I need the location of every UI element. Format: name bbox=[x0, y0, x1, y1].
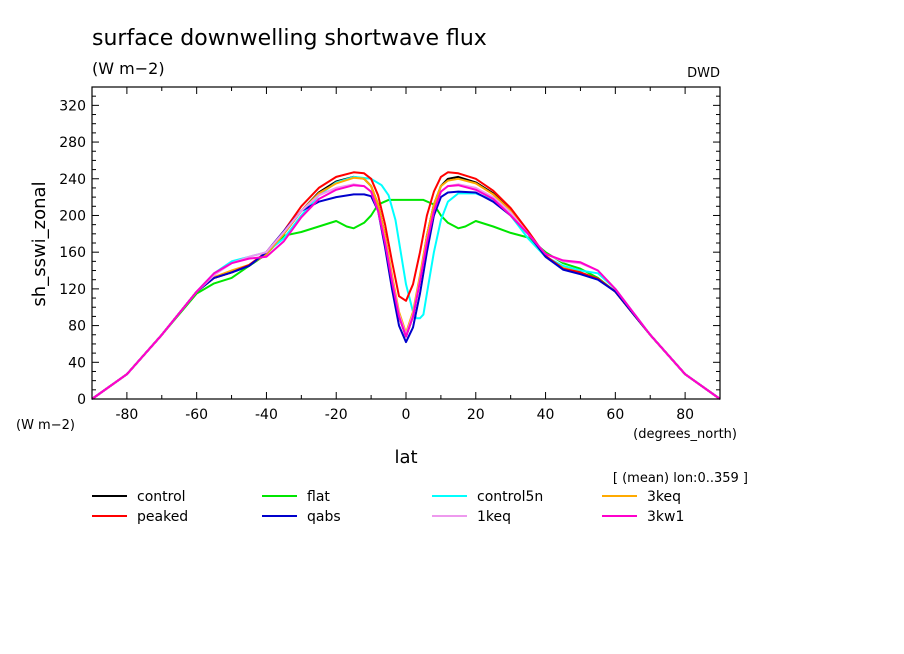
y-tick-label: 240 bbox=[59, 172, 86, 188]
y-tick-label: 80 bbox=[68, 319, 86, 335]
x-tick-label: 80 bbox=[676, 407, 694, 423]
x-tick-label: 60 bbox=[606, 407, 624, 423]
plot-frame bbox=[91, 86, 721, 400]
y-axis-units: (W m−2) bbox=[16, 418, 75, 433]
legend-label-flat: flat bbox=[307, 489, 330, 505]
y-tick-label: 160 bbox=[59, 245, 86, 261]
y-tick-label: 280 bbox=[59, 135, 86, 151]
plot-area: -80 -60 -40 -20 0 20 40 60 80 0 40 80 120 160 200 240 28… bbox=[59, 86, 721, 423]
series-line-1keq bbox=[91, 183, 721, 400]
legend-label-qabs: qabs bbox=[307, 509, 341, 525]
y-tick-label: 200 bbox=[59, 208, 86, 224]
series-line-control5n bbox=[91, 175, 721, 400]
y-tick-label: 320 bbox=[59, 98, 86, 114]
x-axis-label: lat bbox=[394, 447, 417, 468]
series-line-qabs bbox=[91, 190, 721, 400]
x-axis-units: (degrees_north) bbox=[633, 427, 737, 442]
legend-label-3keq: 3keq bbox=[647, 489, 681, 505]
series-line-3kw1 bbox=[91, 184, 721, 400]
y-tick-label: 120 bbox=[59, 282, 86, 298]
averaging-note: [ (mean) lon:0..359 ] bbox=[613, 471, 748, 486]
source-label: DWD bbox=[687, 66, 720, 81]
legend-label-peaked: peaked bbox=[137, 509, 188, 525]
x-tick-label: -20 bbox=[325, 407, 348, 423]
chart-title: surface downwelling shortwave flux bbox=[92, 26, 487, 51]
legend-label-3kw1: 3kw1 bbox=[647, 509, 684, 525]
legend: control flat control5n 3keq peaked qabs 1keq 3k… bbox=[92, 489, 684, 525]
y-axis-label: sh_sswi_zonal bbox=[29, 181, 50, 306]
legend-label-control: control bbox=[137, 489, 186, 505]
legend-label-1keq: 1keq bbox=[477, 509, 511, 525]
series-line-3keq bbox=[91, 176, 721, 400]
y-tick-label: 0 bbox=[77, 392, 86, 408]
x-tick-label: -60 bbox=[185, 407, 208, 423]
x-tick-label: 20 bbox=[467, 407, 485, 423]
x-tick-label: -40 bbox=[255, 407, 278, 423]
x-tick-label: 0 bbox=[402, 407, 411, 423]
x-tick-label: 40 bbox=[537, 407, 555, 423]
y-tick-label: 40 bbox=[68, 355, 86, 371]
legend-label-control5n: control5n bbox=[477, 489, 543, 505]
chart-units: (W m−2) bbox=[92, 59, 165, 78]
x-tick-label: -80 bbox=[115, 407, 138, 423]
